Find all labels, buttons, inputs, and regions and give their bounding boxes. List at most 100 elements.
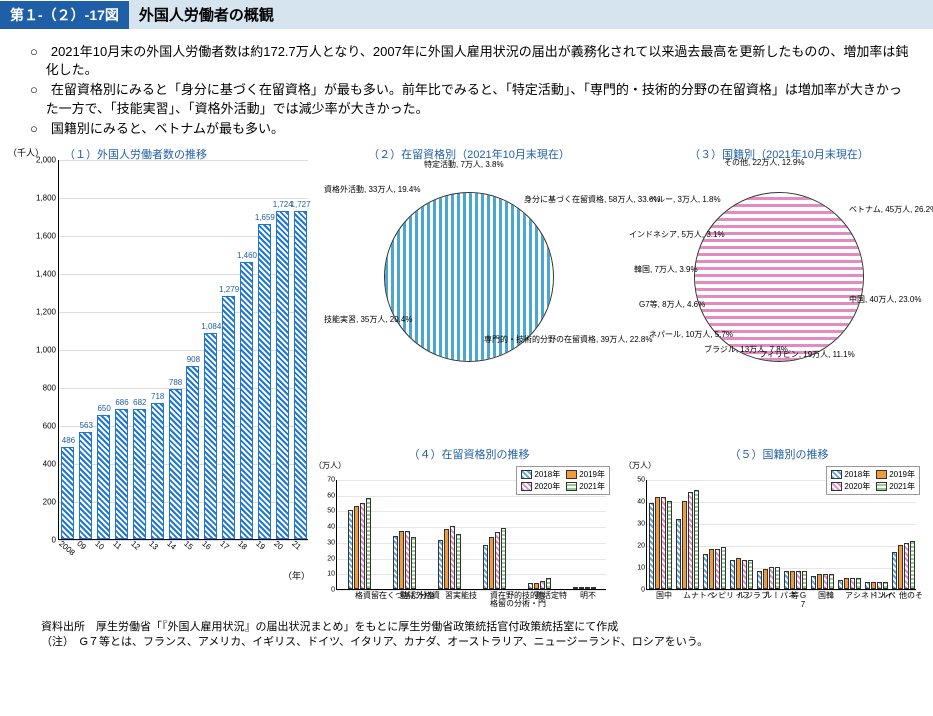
bullet-2: ○ 在留資格別にみると「身分に基づく在留資格」が最も多い。前年比でみると、「特定… [30, 81, 913, 117]
pie3-label-1: 中国, 40万人, 23.0% [849, 296, 921, 305]
chart5-yunit: （万人） [624, 460, 656, 471]
g4-bar-0-1 [354, 506, 359, 589]
chart1-plot: 02004006008001,0001,2001,4001,6001,8002,… [58, 160, 308, 540]
g5-bar-5-1 [790, 571, 795, 589]
g4-bar-2-2 [450, 526, 455, 589]
chart4-grouped-bar: （４）在留資格別の推移 （万人） 010203040506070身分に基づく在留… [314, 446, 624, 616]
g5-bar-9-3 [910, 541, 915, 589]
g5-bar-9-0 [892, 552, 897, 589]
g5-bar-5-0 [784, 571, 789, 589]
g4-bar-3-2 [495, 532, 500, 589]
g4-bar-2-3 [456, 534, 461, 589]
chart5-legend: 2018年2019年2020年2021年 [826, 466, 920, 495]
g4-bar-3-3 [501, 528, 506, 589]
chart2-pie: （２）在留資格別（2021年10月末現在） 身分に基づく在留資格, 58万人, … [314, 146, 624, 446]
g5-bar-5-2 [796, 571, 801, 589]
pie3-label-0: ベトナム, 45万人, 26.2% [849, 206, 933, 215]
g4-bar-5-0 [573, 587, 578, 589]
g4-bar-1-1 [399, 531, 404, 589]
leg5-item-0: 2018年 [831, 469, 870, 480]
g5-bar-1-1 [682, 501, 687, 589]
figure-title: 外国人労働者の概観 [129, 0, 933, 29]
g5-bar-3-0 [730, 560, 735, 589]
bullet-1: ○ 2021年10月末の外国人労働者数は約172.7万人となり、2007年に外国… [30, 43, 913, 79]
g4-bar-3-0 [483, 545, 488, 589]
pie2-label-4: 特定活動, 7万人, 3.8% [424, 161, 504, 170]
chart5-grouped-bar: （５）国籍別の推移 （万人） 01020304050中国ベトナムフィリピンブラジ… [624, 446, 933, 616]
chart1-bar-13 [151, 403, 164, 539]
g4-bar-0-0 [348, 510, 353, 589]
chart3-pie: （３）国籍別（2021年10月末現在） ベトナム, 45万人, 26.2%中国,… [624, 146, 933, 446]
g4-bar-2-0 [438, 540, 443, 589]
leg4-item-2: 2020年 [521, 481, 560, 492]
g4-bar-1-2 [405, 531, 410, 589]
chart1-bar-09 [79, 432, 92, 539]
leg4-item-0: 2018年 [521, 469, 560, 480]
summary-bullets: ○ 2021年10月末の外国人労働者数は約172.7万人となり、2007年に外国… [0, 37, 933, 146]
chart5-title: （５）国籍別の推移 [624, 446, 933, 462]
chart1-bar-21 [294, 211, 307, 539]
chart1-xunit: （年） [283, 569, 310, 582]
chart1-bar: （千人） （１）外国人労働者数の推移 02004006008001,0001,2… [4, 146, 314, 616]
g4-bar-1-3 [411, 537, 416, 589]
leg5-item-1: 2019年 [876, 469, 915, 480]
pie3-label-8: ペルー, 3万人, 1.8% [649, 196, 721, 205]
chart4-legend: 2018年2019年2020年2021年 [516, 466, 610, 495]
footer-note: （注） G７等とは、フランス、アメリカ、イギリス、ドイツ、イタリア、カナダ、オー… [74, 635, 913, 650]
bullet-3: ○ 国籍別にみると、ベトナムが最も多い。 [30, 120, 913, 138]
g5-bar-9-1 [898, 545, 903, 589]
chart1-bar-2008 [61, 447, 74, 539]
chart4-plot: 010203040506070身分に基づく在留資格資格外活動技能実習専門的・技術… [336, 480, 606, 590]
chart1-bar-10 [97, 415, 110, 539]
pie3-label-6: 韓国, 7万人, 3.9% [634, 266, 698, 275]
g4-bar-3-1 [489, 537, 494, 589]
g5-bar-3-1 [736, 558, 741, 589]
g5-bar-0-2 [661, 497, 666, 589]
g5-bar-6-3 [829, 574, 834, 589]
chart1-bar-11 [115, 409, 128, 539]
g5-bar-3-2 [742, 560, 747, 589]
g5-bar-4-1 [763, 569, 768, 589]
pie2-label-2: 技能実習, 35万人, 20.4% [324, 316, 412, 325]
pie3-label-7: インドネシア, 5万人, 3.1% [629, 231, 725, 240]
g5-bar-1-2 [688, 492, 693, 589]
g5-bar-4-2 [769, 567, 774, 589]
g5-bar-1-0 [676, 519, 681, 589]
g4-bar-0-2 [360, 503, 365, 589]
g5-bar-5-3 [802, 571, 807, 589]
chart4-yunit: （万人） [314, 460, 346, 471]
leg4-item-1: 2019年 [566, 469, 605, 480]
chart5-plot: 01020304050中国ベトナムフィリピンブラジルネパールG7等韓国インドネシ… [646, 480, 916, 590]
chart1-bar-12 [133, 409, 146, 539]
g5-bar-6-1 [817, 574, 822, 589]
chart1-bar-15 [186, 366, 199, 539]
g5-bar-4-3 [775, 567, 780, 589]
pie3-label-5: G7等, 8万人, 4.6% [639, 301, 705, 310]
g5-bar-7-2 [850, 578, 855, 589]
chart4-title: （４）在留資格別の推移 [314, 446, 624, 462]
g5-bar-6-0 [811, 576, 816, 589]
g4-bar-4-0 [528, 583, 533, 589]
g5-bar-7-3 [856, 578, 861, 589]
g4-bar-2-1 [444, 529, 449, 589]
g5-bar-0-1 [655, 497, 660, 589]
leg5-item-2: 2020年 [831, 481, 870, 492]
g5-bar-0-0 [649, 503, 654, 589]
g5-bar-1-3 [694, 490, 699, 589]
chart1-bar-18 [240, 262, 253, 539]
g5-bar-2-1 [709, 549, 714, 589]
footer-source: 資料出所 厚生労働省「『外国人雇用状況』の届出状況まとめ」をもとに厚生労働省政策… [74, 620, 913, 635]
pie3-label-9: その他, 22万人, 12.9% [724, 159, 804, 168]
pie3-label-4: ネパール, 10万人, 5.7% [649, 331, 733, 340]
g5-bar-4-0 [757, 571, 762, 589]
pie3-label-3: ブラジル, 13万人, 7.8% [704, 346, 788, 355]
chart1-bar-16 [204, 333, 217, 539]
pie2-label-3: 資格外活動, 33万人, 19.4% [324, 186, 420, 195]
g4-bar-4-2 [540, 581, 545, 589]
g5-bar-8-2 [877, 582, 882, 589]
g5-bar-2-2 [715, 549, 720, 589]
g5-bar-2-3 [721, 547, 726, 589]
g5-bar-7-0 [838, 580, 843, 589]
g4-bar-1-0 [393, 536, 398, 589]
chart1-bar-20 [276, 211, 289, 539]
